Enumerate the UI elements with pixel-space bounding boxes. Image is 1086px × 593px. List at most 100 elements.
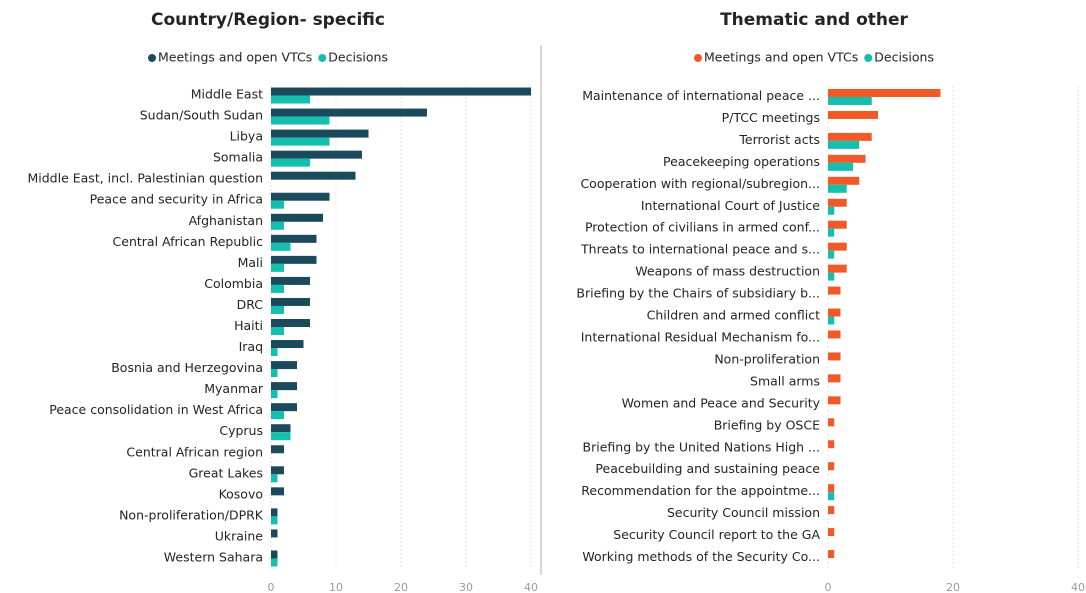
category-label: Central African region	[126, 444, 263, 459]
bar	[828, 462, 835, 471]
bar	[828, 228, 835, 237]
bar	[271, 158, 310, 167]
category-label: Terrorist acts	[738, 132, 820, 147]
bar	[271, 411, 284, 420]
bar	[271, 550, 278, 559]
category-label: Protection of civilians in armed conf...	[585, 220, 820, 235]
category-label: Myanmar	[204, 381, 264, 396]
bar	[271, 516, 278, 525]
bar	[828, 250, 835, 259]
category-label: Peace and security in Africa	[90, 192, 263, 207]
category-label: Middle East, incl. Palestinian question	[27, 171, 263, 186]
category-label: Afghanistan	[189, 213, 263, 228]
category-label: Western Sahara	[164, 549, 263, 564]
bar	[271, 432, 291, 441]
bar	[271, 319, 310, 327]
bar	[828, 176, 860, 185]
bar	[271, 474, 278, 483]
category-label: Threats to international peace and s...	[580, 242, 820, 257]
bar	[828, 198, 847, 207]
bar	[828, 96, 872, 105]
bar	[828, 272, 835, 281]
x-tick-label: 20	[946, 581, 960, 593]
category-label: Non-proliferation	[714, 351, 820, 366]
bar	[271, 508, 278, 517]
category-label: Somalia	[213, 150, 263, 165]
x-tick-label: 0	[268, 581, 275, 593]
bar	[271, 466, 284, 475]
bar	[828, 220, 847, 229]
bar	[271, 390, 278, 399]
legend-label: Decisions	[874, 50, 934, 65]
category-label: Children and armed conflict	[647, 308, 820, 323]
chart-title: Country/Region- specific	[151, 10, 385, 30]
bar	[828, 154, 866, 163]
category-label: Women and Peace and Security	[622, 395, 821, 410]
legend-marker	[318, 54, 327, 62]
x-tick-label: 0	[825, 581, 832, 593]
bar	[828, 264, 847, 273]
bar	[271, 263, 284, 272]
category-label: Great Lakes	[189, 465, 263, 480]
bar	[828, 308, 841, 317]
bar	[271, 487, 284, 496]
x-tick-label: 20	[394, 581, 408, 593]
category-label: Middle East	[191, 87, 263, 102]
bar	[271, 255, 317, 264]
category-label: Peacebuilding and sustaining peace	[595, 461, 820, 476]
bar	[828, 184, 847, 193]
bar	[828, 418, 835, 427]
bar	[828, 492, 835, 501]
category-label: Bosnia and Herzegovina	[111, 360, 263, 375]
bar	[828, 140, 860, 149]
bar	[828, 352, 841, 361]
bar	[828, 550, 835, 559]
bar	[271, 129, 369, 138]
bar	[271, 150, 362, 159]
category-label: Weapons of mass destruction	[635, 264, 820, 279]
bar	[828, 88, 941, 97]
bar	[271, 95, 310, 104]
category-label: Cyprus	[219, 423, 263, 438]
category-label: International Residual Mechanism fo...	[581, 329, 820, 344]
category-label: Cooperation with regional/subregion...	[580, 176, 820, 191]
category-label: Maintenance of international peace ...	[582, 88, 820, 103]
bar	[271, 116, 330, 125]
chart-title: Thematic and other	[720, 10, 908, 30]
category-label: Peace consolidation in West Africa	[49, 402, 263, 417]
bar	[828, 484, 835, 493]
bar	[828, 110, 878, 119]
category-label: Small arms	[750, 373, 820, 388]
bar	[828, 316, 835, 325]
legend-marker	[694, 54, 703, 62]
category-label: Recommendation for the appointme...	[581, 483, 820, 498]
bar	[271, 221, 284, 230]
bar	[828, 242, 847, 251]
legend-label: Decisions	[328, 50, 388, 65]
bar	[271, 305, 284, 314]
bar	[271, 558, 278, 567]
legend-marker	[148, 54, 157, 62]
bar	[271, 137, 330, 146]
category-label: Working methods of the Security Co...	[582, 549, 820, 564]
category-label: Security Council report to the GA	[613, 527, 820, 542]
legend-label: Meetings and open VTCs	[704, 50, 858, 65]
category-label: Non-proliferation/DPRK	[119, 507, 264, 522]
category-label: Central African Republic	[113, 234, 264, 249]
x-tick-label: 30	[459, 581, 473, 593]
bar	[271, 242, 291, 251]
legend-label: Meetings and open VTCs	[158, 50, 312, 65]
category-label: Haiti	[234, 318, 263, 333]
bar	[271, 87, 531, 96]
bar	[828, 528, 835, 537]
bar	[828, 286, 841, 295]
bar	[271, 192, 330, 201]
bar	[271, 297, 310, 306]
bar	[271, 200, 284, 209]
bar	[271, 171, 356, 180]
category-label: Ukraine	[215, 528, 264, 543]
category-label: Briefing by OSCE	[714, 417, 820, 432]
bar	[271, 213, 323, 222]
category-label: Kosovo	[219, 486, 263, 501]
